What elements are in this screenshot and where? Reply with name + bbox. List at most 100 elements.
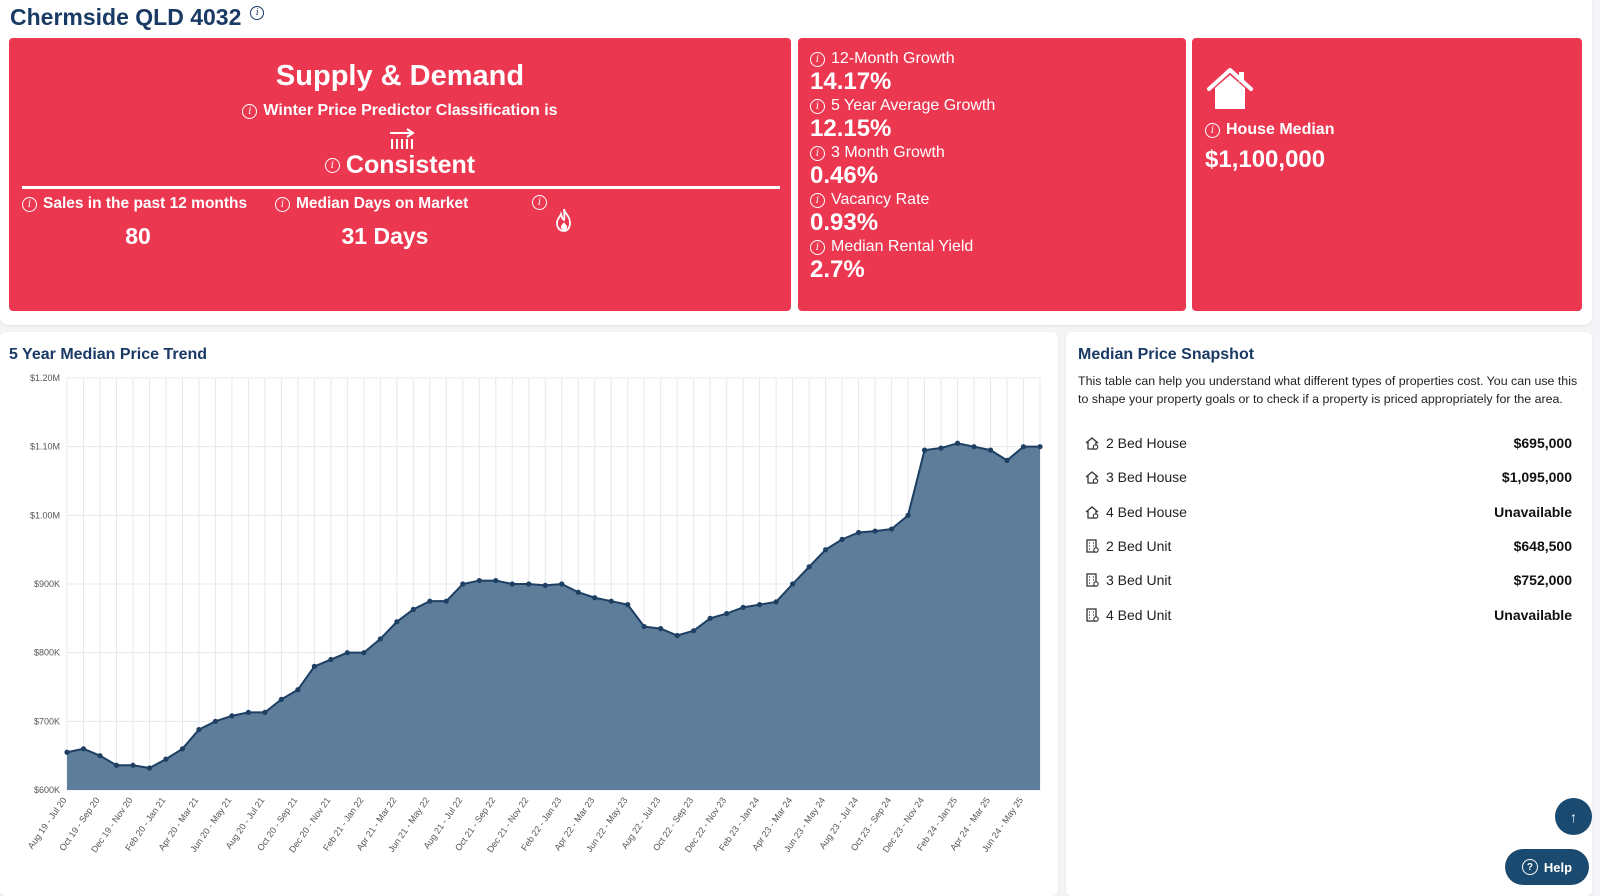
data-point bbox=[460, 581, 466, 587]
days-on-market-label: Median Days on Market bbox=[296, 195, 469, 212]
data-point bbox=[179, 746, 186, 752]
growth-item: i 5 Year Average Growth 12.15% bbox=[810, 97, 995, 142]
info-icon[interactable]: i bbox=[22, 196, 37, 212]
data-point bbox=[559, 581, 565, 587]
data-point bbox=[229, 713, 235, 719]
data-point bbox=[905, 512, 911, 518]
info-icon[interactable]: i bbox=[810, 192, 825, 208]
data-point bbox=[855, 529, 862, 536]
house-icon bbox=[1085, 437, 1099, 450]
info-icon[interactable]: i bbox=[250, 6, 265, 20]
data-point bbox=[872, 528, 878, 534]
sales-label: Sales in the past 12 months bbox=[43, 195, 248, 212]
data-point bbox=[1020, 444, 1027, 450]
data-point bbox=[773, 599, 779, 605]
property-type: 2 Bed House bbox=[1106, 435, 1187, 452]
help-button[interactable]: ? Help bbox=[1505, 849, 1589, 885]
data-point bbox=[938, 445, 944, 451]
growth-panel: i 12-Month Growth 14.17% i 5 Year Average … bbox=[798, 38, 1186, 311]
data-point bbox=[625, 602, 631, 608]
data-point bbox=[377, 636, 383, 642]
list-item: 2 Bed House $695,000 bbox=[1078, 426, 1572, 460]
y-tick-label: $1.20M bbox=[30, 373, 60, 383]
data-point bbox=[674, 632, 680, 639]
building-icon bbox=[1086, 573, 1099, 588]
data-point bbox=[344, 650, 350, 656]
list-item: 2 Bed Unit $648,500 bbox=[1078, 529, 1572, 563]
data-point bbox=[658, 626, 664, 632]
snapshot-title: Median Price Snapshot bbox=[1078, 346, 1255, 363]
sales-stat: i Sales in the past 12 months 80 bbox=[22, 195, 254, 250]
days-on-market-stat: i Median Days on Market 31 Days bbox=[275, 195, 495, 250]
info-icon[interactable]: i bbox=[810, 51, 825, 67]
classification-value: Consistent bbox=[345, 151, 476, 179]
info-icon[interactable]: i bbox=[810, 98, 825, 114]
info-icon[interactable]: i bbox=[810, 239, 825, 255]
info-icon[interactable]: i bbox=[275, 196, 290, 212]
days-on-market-value: 31 Days bbox=[341, 223, 429, 249]
growth-item: i Median Rental Yield 2.7% bbox=[810, 238, 995, 283]
data-point bbox=[163, 756, 169, 762]
predictor-subtitle: i Winter Price Predictor Classification … bbox=[9, 102, 791, 120]
property-price: $1,095,000 bbox=[1501, 469, 1572, 486]
y-tick-label: $800K bbox=[34, 648, 60, 658]
data-point bbox=[245, 709, 252, 716]
data-point bbox=[493, 577, 499, 584]
growth-label: 12-Month Growth bbox=[831, 50, 955, 67]
data-point bbox=[97, 753, 103, 759]
info-icon[interactable]: i bbox=[324, 158, 340, 173]
growth-value: 14.17% bbox=[810, 68, 892, 95]
data-point bbox=[790, 581, 796, 587]
median-price-trend-chart: $600K$700K$800K$900K$1.00M$1.10M$1.20MAu… bbox=[26, 373, 1043, 854]
y-tick-label: $1.10M bbox=[30, 442, 60, 452]
data-point bbox=[954, 440, 961, 446]
trend-right-arrow-icon bbox=[390, 128, 415, 149]
growth-value: 2.7% bbox=[810, 256, 865, 283]
property-type: 4 Bed House bbox=[1106, 503, 1187, 520]
y-tick-label: $1.00M bbox=[30, 510, 60, 520]
arrow-up-icon: ↑ bbox=[1570, 808, 1577, 825]
house-icon bbox=[1207, 68, 1253, 109]
data-point bbox=[806, 564, 812, 570]
divider bbox=[22, 186, 780, 189]
growth-item: i 12-Month Growth 14.17% bbox=[810, 50, 995, 95]
data-point bbox=[707, 615, 713, 621]
data-point bbox=[740, 604, 746, 610]
data-point bbox=[262, 709, 268, 716]
sales-value: 80 bbox=[125, 223, 151, 249]
growth-label: Median Rental Yield bbox=[831, 238, 974, 255]
data-point bbox=[130, 762, 136, 768]
scroll-to-top-button[interactable]: ↑ bbox=[1555, 798, 1592, 835]
data-point bbox=[427, 598, 433, 604]
info-icon[interactable]: i bbox=[1205, 122, 1220, 138]
help-label: Help bbox=[1543, 859, 1573, 875]
data-point bbox=[361, 650, 367, 656]
data-point bbox=[212, 718, 219, 724]
data-point bbox=[1004, 457, 1010, 463]
info-icon[interactable]: i bbox=[532, 195, 547, 210]
y-tick-label: $600K bbox=[34, 785, 60, 795]
list-item: 4 Bed House Unavailable bbox=[1078, 495, 1572, 529]
data-point bbox=[542, 582, 548, 588]
median-price-snapshot-card: Median Price Snapshot This table can hel… bbox=[1066, 332, 1592, 896]
median-price-trend-card: 5 Year Median Price Trend $600K $700K $800… bbox=[0, 332, 1058, 896]
data-point bbox=[724, 610, 730, 617]
data-point bbox=[526, 581, 532, 587]
suburb-name: Chermside QLD 4032 bbox=[10, 4, 242, 30]
growth-item: i 3 Month Growth 0.46% bbox=[810, 144, 995, 189]
growth-value: 0.93% bbox=[810, 209, 879, 236]
growth-value: 12.15% bbox=[810, 115, 892, 142]
list-item: 3 Bed Unit $752,000 bbox=[1078, 563, 1572, 597]
data-point bbox=[575, 589, 581, 595]
data-point bbox=[592, 595, 598, 601]
property-price: Unavailable bbox=[1494, 503, 1572, 520]
house-median-value: $1,100,000 bbox=[1205, 146, 1326, 173]
question-icon: ? bbox=[1521, 859, 1538, 875]
y-tick-label: $700K bbox=[34, 716, 60, 726]
building-icon bbox=[1086, 607, 1099, 622]
property-price: $648,500 bbox=[1513, 538, 1572, 555]
data-point bbox=[295, 687, 301, 693]
info-icon[interactable]: i bbox=[810, 145, 825, 161]
info-icon[interactable]: i bbox=[242, 103, 258, 119]
growth-label: Vacancy Rate bbox=[831, 191, 930, 208]
